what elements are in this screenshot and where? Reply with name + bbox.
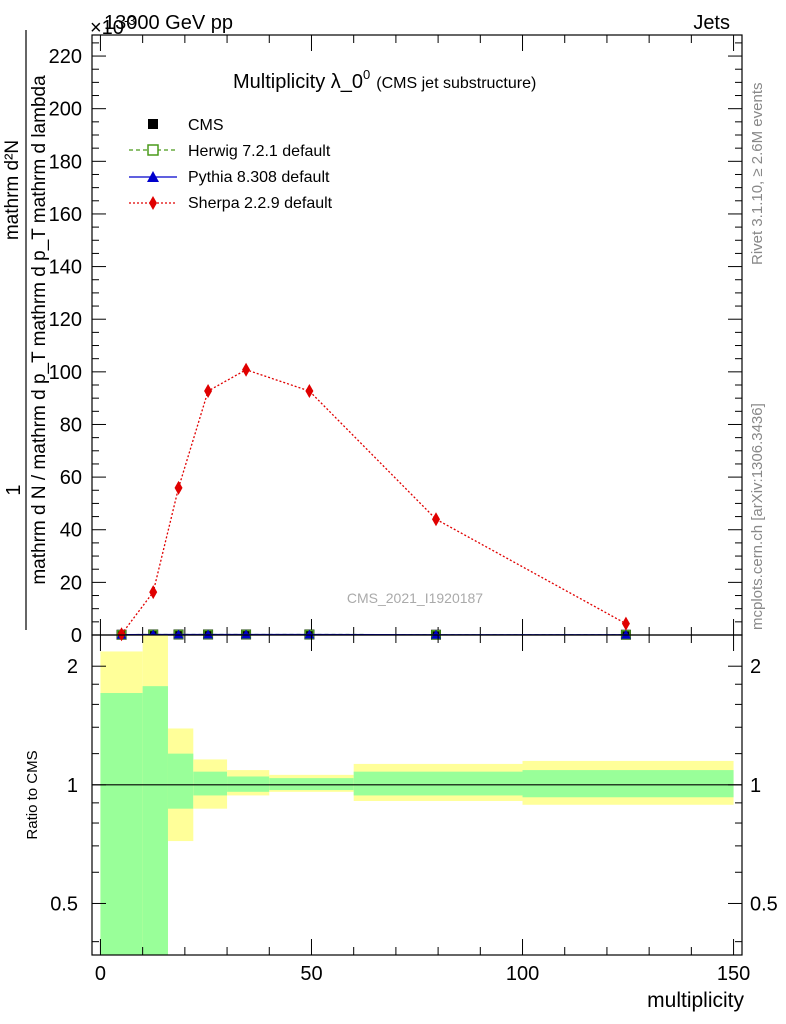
legend-marker-pythia	[147, 171, 159, 182]
main-ytick-label: 160	[49, 204, 82, 226]
exponent-power: -3	[124, 13, 136, 28]
ratio-band-inner	[100, 693, 143, 955]
data-point-diamond	[204, 384, 213, 399]
series-line-3	[121, 369, 627, 635]
main-title-text: Multiplicity λ_0	[233, 71, 363, 93]
data-point-diamond	[149, 585, 158, 600]
legend-marker-sherpa	[149, 196, 157, 210]
data-point-diamond	[431, 512, 440, 527]
main-axis-ticks	[92, 35, 742, 636]
data-point-diamond	[174, 480, 183, 495]
main-ytick-label: 80	[60, 414, 82, 436]
data-point-diamond	[305, 384, 314, 399]
mcplots-label: mcplots.cern.ch [arXiv:1306.3436]	[749, 403, 766, 630]
main-ylabel-top: 1	[3, 484, 25, 495]
main-title: Multiplicity λ_00 (CMS jet substructure)	[233, 67, 536, 93]
main-ytick-label: 0	[71, 625, 82, 647]
main-ylabel-num: mathrm d²N	[2, 140, 23, 240]
main-ytick-labels: 0 20 40 60 80 100 120 140 160 180 200 220	[49, 46, 82, 647]
main-ytick-label: 180	[49, 151, 82, 173]
ratio-bands	[100, 635, 734, 955]
category-label: Jets	[693, 12, 730, 34]
main-ytick-label: 60	[60, 467, 82, 489]
ratio-axis-ticks	[92, 635, 742, 955]
main-ytick-label: 40	[60, 520, 82, 542]
main-ytick-label: 140	[49, 257, 82, 279]
main-title-suffix: (CMS jet substructure)	[376, 75, 536, 92]
legend-label-sherpa: Sherpa 2.2.9 default	[188, 195, 333, 212]
data-point-diamond	[117, 627, 126, 642]
data-point-triangle	[620, 629, 631, 639]
ratio-band-inner	[142, 686, 168, 955]
ratio-ylabel: Ratio to CMS	[24, 750, 41, 839]
data-point-triangle	[173, 629, 184, 639]
ratio-ytick-label: 0.5	[50, 893, 78, 915]
xaxis-label: multiplicity	[647, 989, 744, 1012]
xtick-label: 150	[717, 963, 750, 985]
main-ytick-label: 200	[49, 99, 82, 121]
data-point-diamond	[621, 616, 630, 631]
rivet-label: Rivet 3.1.10, ≥ 2.6M events	[749, 83, 766, 266]
xtick-label: 50	[300, 963, 322, 985]
ratio-band-inner	[522, 770, 734, 798]
data-point-triangle	[241, 629, 252, 639]
legend-label-pythia: Pythia 8.308 default	[188, 169, 330, 186]
ratio-ytick-label-right: 1	[750, 775, 761, 797]
exponent-base: ×10	[90, 17, 124, 39]
main-title-sup: 0	[363, 67, 370, 82]
main-ylabel: 1 mathrm d²N mathrm d N / mathrm d p_T m…	[2, 30, 50, 630]
legend-label-herwig: Herwig 7.2.1 default	[188, 143, 331, 160]
legend: CMS Herwig 7.2.1 default Pythia 8.308 de…	[129, 117, 333, 212]
ratio-band-inner	[227, 776, 270, 792]
ratio-band-inner	[167, 753, 194, 809]
ratio-band-inner	[269, 778, 354, 791]
ratio-ytick-label: 1	[67, 775, 78, 797]
watermark: CMS_2021_I1920187	[347, 590, 483, 606]
xtick-label: 0	[95, 963, 106, 985]
ratio-ytick-labels: 0.5 0.5 1 1 2 2	[50, 656, 778, 915]
main-ytick-label: 120	[49, 309, 82, 331]
ratio-ytick-label: 2	[67, 656, 78, 678]
legend-label-cms: CMS	[188, 117, 224, 134]
energy-label: 13000 GeV pp	[104, 12, 233, 34]
exponent-label: ×10-3	[90, 13, 136, 39]
data-point-triangle	[203, 629, 214, 639]
ratio-plot-frame	[91, 634, 743, 956]
legend-marker-cms	[148, 119, 158, 129]
main-ytick-label: 20	[60, 572, 82, 594]
ratio-xtick-labels: 0 50 100 150	[95, 963, 750, 985]
main-ytick-label: 220	[49, 46, 82, 68]
ratio-band-inner	[193, 771, 228, 796]
legend-marker-herwig	[147, 144, 159, 156]
data-point-diamond	[242, 362, 251, 377]
ratio-band-inner	[353, 771, 523, 796]
ratio-ytick-label-right: 2	[750, 656, 761, 678]
main-ylabel-den: mathrm d N / mathrm d p_T mathrm d p_T m…	[29, 75, 50, 585]
ratio-ytick-label-right: 0.5	[750, 893, 778, 915]
xtick-label: 100	[506, 963, 539, 985]
main-ytick-label: 100	[49, 362, 82, 384]
